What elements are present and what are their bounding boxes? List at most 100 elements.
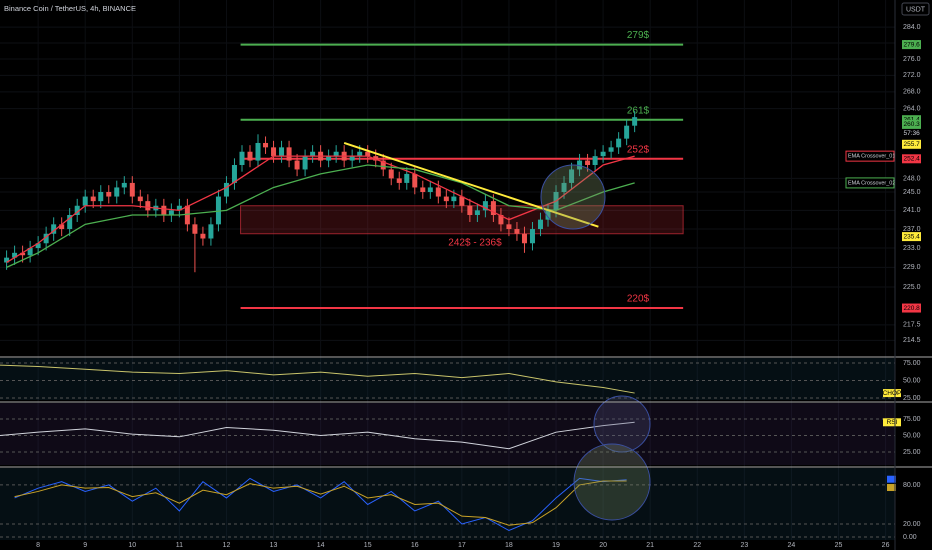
y-tick-label: 276.0 [903,56,921,63]
candle-body [215,196,221,225]
candle-body [51,224,57,234]
candle-body [365,151,371,157]
candle-body [35,243,41,249]
candle-body [333,151,339,157]
level-label: 261$ [627,105,650,116]
price-tag [902,115,921,125]
x-tick-label: 21 [646,542,654,549]
candle-body [4,257,10,263]
y-tick-label: 264.0 [903,105,921,112]
series-tag [887,484,896,492]
candle-body [490,201,496,216]
candle-body [310,151,316,157]
candle-body [357,151,363,157]
candle-body [67,215,73,230]
candle-body [388,169,394,179]
candle-body [482,201,488,211]
price-tag [902,303,921,313]
candle-body [498,215,504,225]
price-tag [902,139,921,149]
candle-body [231,164,237,183]
candle-body [161,205,167,216]
highlight-circle [573,443,651,521]
y-tick-label: 225.0 [903,284,921,291]
candle-body [137,196,143,202]
y-tick-label: 0.00 [903,534,917,541]
y-tick-label: 75.00 [903,416,921,423]
candle-body [168,210,174,216]
candle-body [420,187,426,192]
trend-line [343,142,599,228]
candle-body [349,156,355,161]
x-tick-label: 9 [83,542,87,549]
x-tick-label: 8 [36,542,40,549]
candle-body [608,147,614,152]
series-tag [887,475,896,483]
x-tick-label: 15 [364,542,372,549]
currency-label[interactable]: USDT [906,6,926,13]
series-tag-label: CHOP [883,390,902,397]
y-tick-label: 248.0 [903,175,921,182]
candle-body [74,205,80,216]
candle-body [286,147,292,161]
candle-body [239,151,245,165]
zone-label: 242$ - 236$ [448,237,502,248]
candle-body [561,182,567,192]
candle-body [121,182,127,188]
currency-button[interactable] [901,2,930,16]
candle-body [59,224,65,230]
x-tick-label: 11 [176,542,183,549]
price-tag [902,40,921,50]
y-tick-label: 80.00 [903,482,921,489]
y-tick-label: 284.0 [903,24,921,31]
candle-body [247,151,253,161]
series-tag [845,177,895,189]
candle-body [380,160,386,170]
y-tick-label: 214.5 [903,337,921,344]
candle-body [545,210,551,220]
y-tick-label: 25.00 [903,395,921,402]
x-tick-label: 20 [599,542,607,549]
y-tick-label: 272.0 [903,72,921,79]
candle-body [208,224,214,239]
candle-body [43,233,49,244]
candle-body [90,196,96,202]
candle-body [404,173,410,183]
candle-body [577,160,583,170]
y-tick-label: 268.0 [903,89,921,96]
candle-body [427,187,433,192]
level-label: 279$ [627,30,650,41]
highlight-circle [593,395,651,453]
candle-body [592,156,598,165]
candle-body [82,196,88,206]
y-tick-label: 241.0 [903,207,921,214]
pane-background [0,403,895,465]
candle-body [279,147,285,157]
line-series [14,480,627,526]
candle-body [474,210,480,216]
x-tick-label: 17 [458,542,466,549]
series-tag-label: RSI [887,419,898,426]
candle-body [632,117,638,126]
candle-body [585,160,591,165]
candle-body [106,191,112,197]
series-tag [845,150,895,162]
x-tick-label: 16 [411,542,419,549]
candle-body [451,196,457,202]
candle-body [176,205,182,211]
candle-body [145,201,151,211]
candle-body [396,178,402,183]
price-tag-label: 252.4 [904,156,921,163]
candle-body [373,156,379,161]
candle-body [255,142,261,161]
price-tag-label: 220.8 [904,305,921,312]
candle-body [27,248,33,256]
candle-body [192,224,198,234]
candle-body [223,182,229,197]
y-tick-label: 217.5 [903,322,921,329]
price-tag-label: 260.3 [904,121,921,128]
candle-body [537,219,543,230]
candle-body [302,156,308,170]
y-tick-label: 50.00 [903,432,921,439]
